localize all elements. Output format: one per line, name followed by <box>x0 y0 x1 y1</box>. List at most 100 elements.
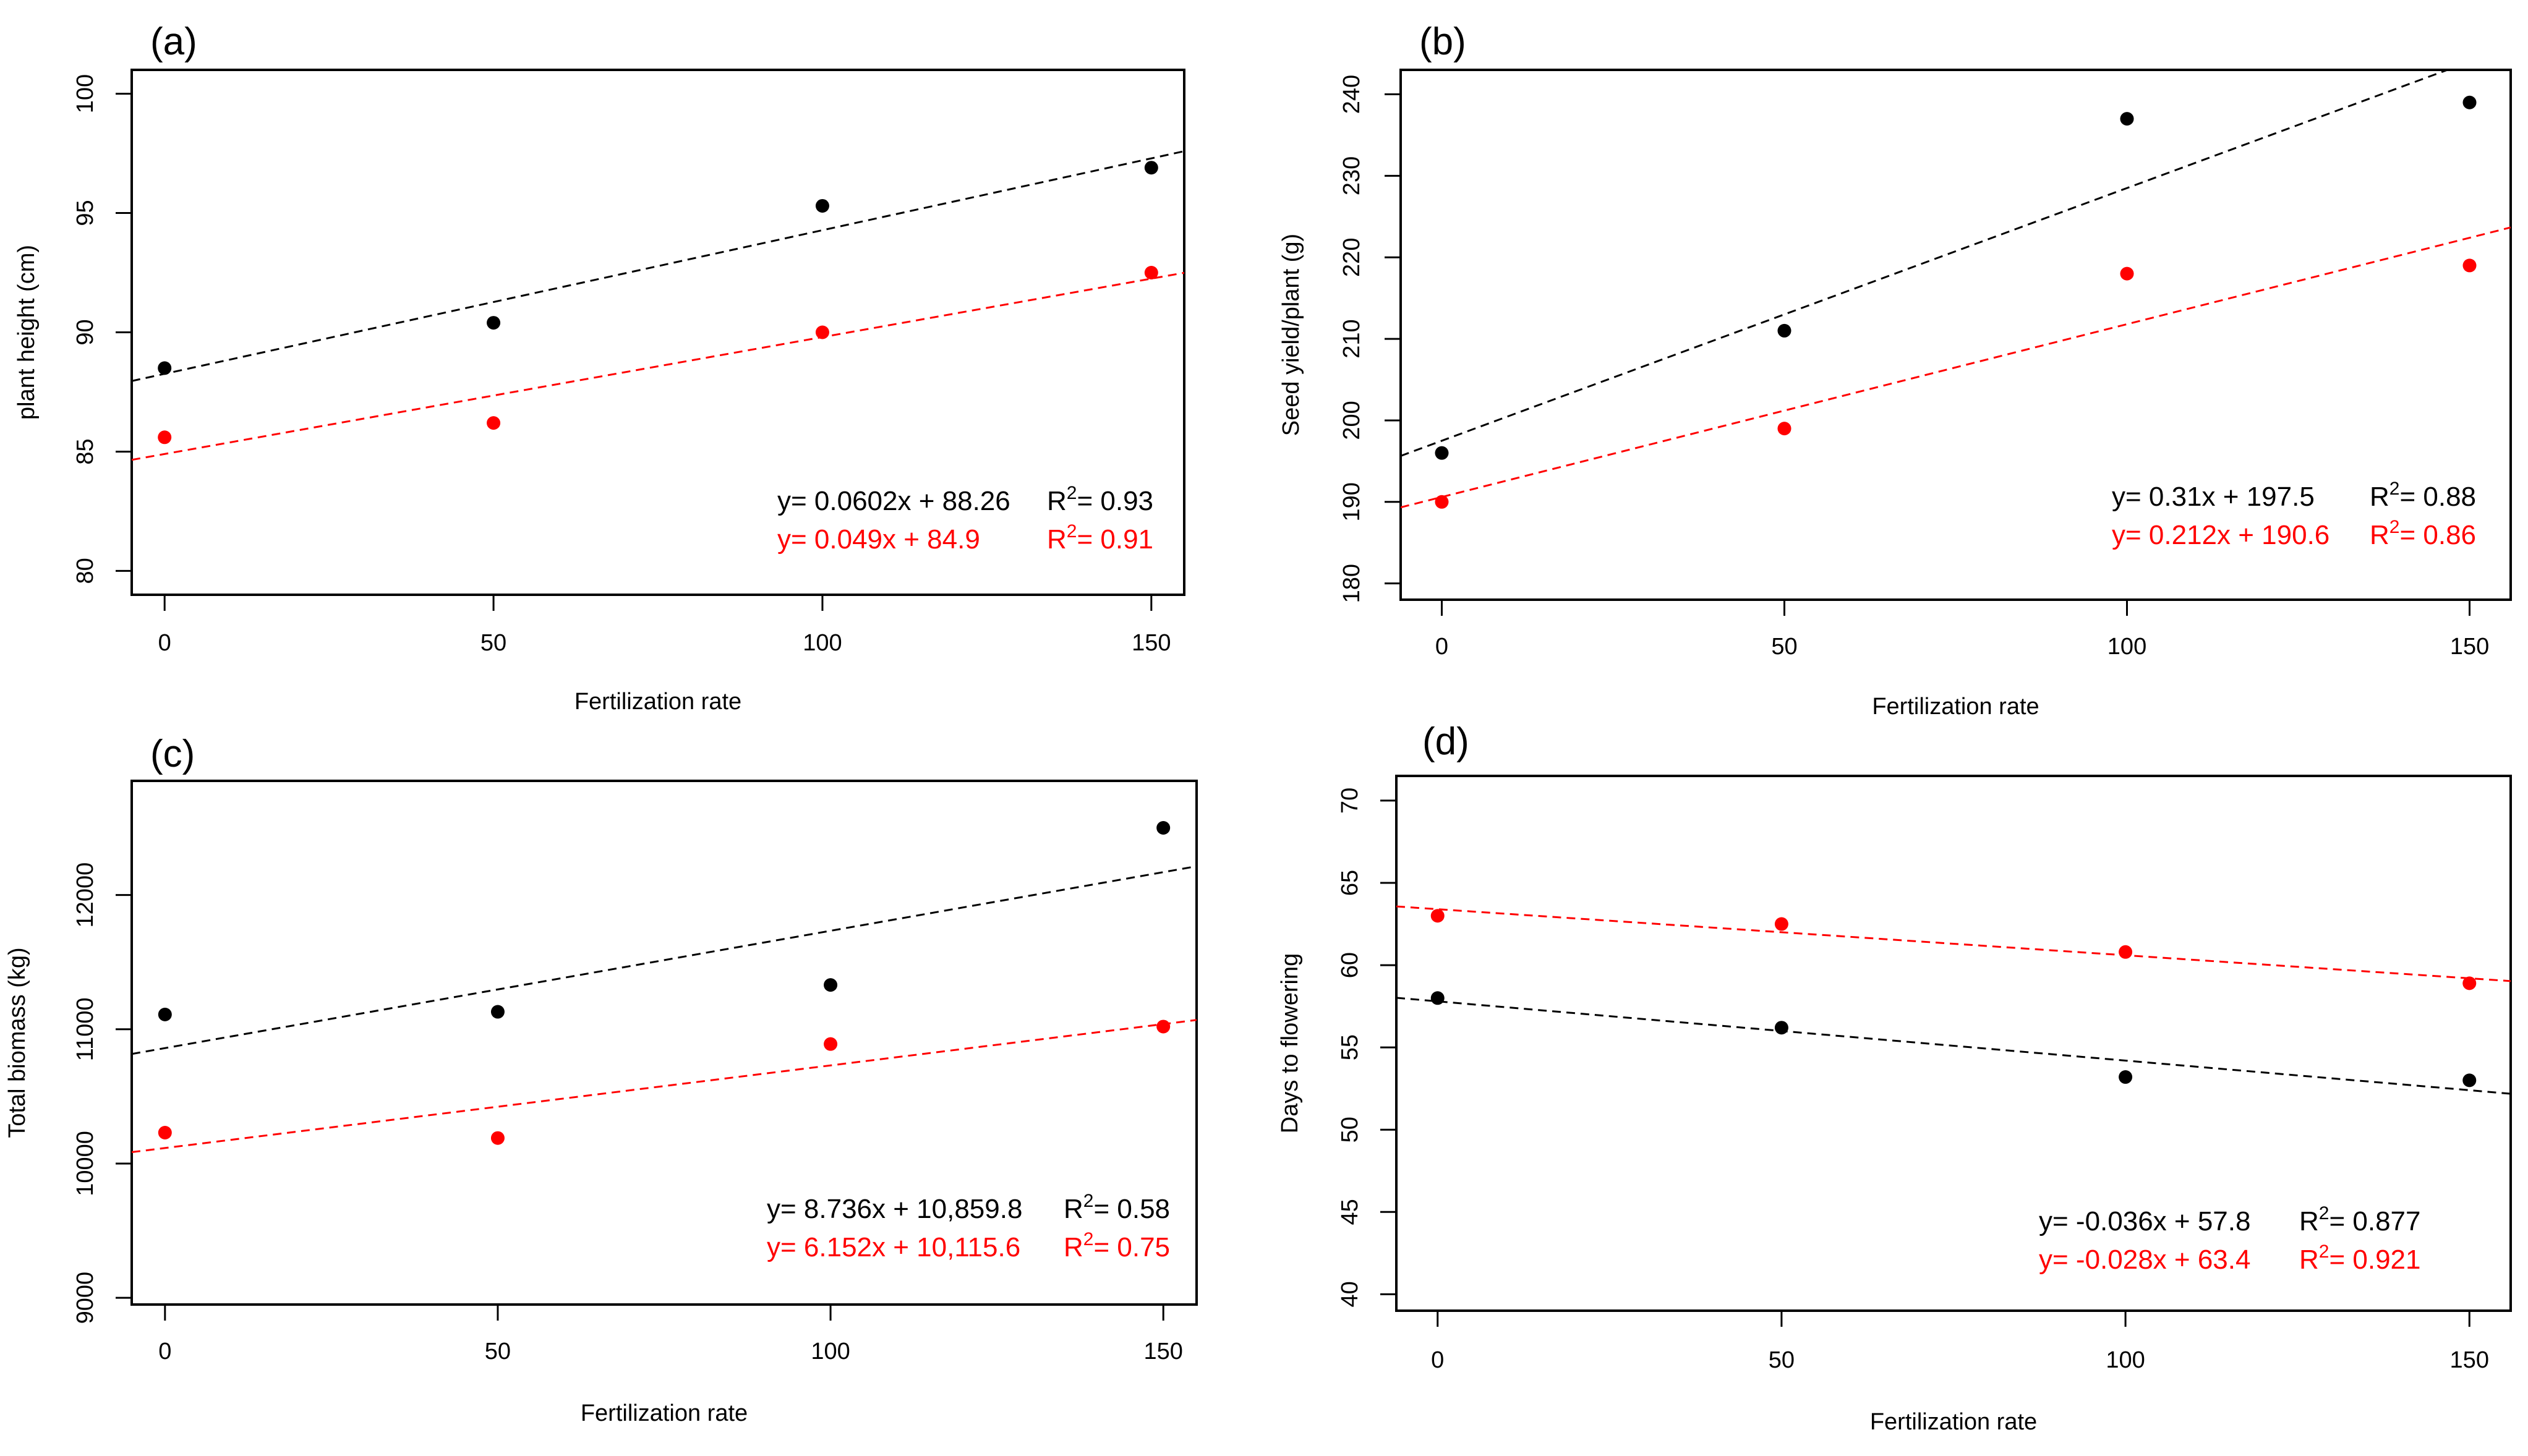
y-tick-label: 50 <box>1337 1117 1363 1143</box>
x-tick-label: 50 <box>1769 1347 1795 1373</box>
equation-label: y= -0.036x + 57.8 <box>2039 1206 2250 1237</box>
y-tick-label: 210 <box>1339 319 1365 358</box>
y-tick-label: 95 <box>72 200 98 226</box>
data-point <box>1144 266 1158 280</box>
y-tick-label: 12000 <box>72 862 98 928</box>
chart-panel-4: (d) 0 50 100 150 40 45 50 55 60 65 70 Fertilization … <box>1277 720 2512 1435</box>
data-point <box>2120 112 2134 126</box>
regression-line <box>1396 905 2511 982</box>
y-axis-label: Days to flowering <box>1277 953 1303 1133</box>
equation-label: y= 0.31x + 197.5 <box>2112 482 2315 512</box>
y-tick-label: 190 <box>1339 482 1365 521</box>
x-axis-label: Fertilization rate <box>1872 694 2039 720</box>
chart-panel-2: (b) 0 50 100 150 180 190 200 210 220 230 240 Fertili… <box>1278 20 2512 720</box>
panel-label: (c) <box>150 733 195 775</box>
regression-line <box>132 865 1197 1055</box>
data-point <box>158 1126 172 1140</box>
equation-label: y= -0.028x + 63.4 <box>2039 1245 2250 1275</box>
y-tick-label: 11000 <box>72 997 98 1061</box>
x-tick-label: 150 <box>2450 1347 2489 1373</box>
r-squared-label: R2= 0.86 <box>2370 517 2476 550</box>
x-tick-label: 150 <box>1132 630 1171 656</box>
r-squared-label: R2= 0.75 <box>1064 1229 1170 1262</box>
data-point <box>490 1005 505 1019</box>
r-squared-label: R2= 0.877 <box>2299 1203 2421 1237</box>
x-tick-label: 50 <box>1771 634 1797 660</box>
data-point <box>487 316 501 330</box>
regression-line <box>132 271 1184 461</box>
data-point <box>1430 991 1445 1005</box>
y-tick-label: 55 <box>1337 1034 1363 1060</box>
equation-label: y= 0.0602x + 88.26 <box>777 486 1010 516</box>
y-tick-label: 220 <box>1339 238 1365 277</box>
data-point <box>1777 422 1791 436</box>
equation-label: y= 0.212x + 190.6 <box>2112 520 2329 550</box>
equation-label: y= 8.736x + 10,859.8 <box>767 1194 1022 1224</box>
data-point <box>1774 917 1788 931</box>
plot-frame <box>130 69 1185 596</box>
x-axis-label: Fertilization rate <box>574 689 741 715</box>
data-point <box>2119 945 2133 959</box>
equation-label: y= 0.049x + 84.9 <box>777 524 980 555</box>
plot-frame <box>1399 69 2512 601</box>
x-tick-label: 100 <box>811 1339 850 1364</box>
data-point <box>487 416 501 430</box>
regression-line <box>1401 70 2451 457</box>
data-point <box>158 1007 172 1021</box>
data-point <box>1156 1020 1171 1034</box>
y-tick-label: 100 <box>72 74 98 113</box>
y-tick-label: 10000 <box>72 1131 98 1196</box>
regression-line <box>132 150 1184 382</box>
x-tick-label: 50 <box>480 630 506 656</box>
x-tick-label: 0 <box>1435 634 1448 660</box>
data-point <box>1435 495 1449 509</box>
y-tick-label: 40 <box>1337 1281 1363 1307</box>
chart-panel-1: (a) 0 50 100 150 80 85 90 95 100 Fertilization rat… <box>14 20 1185 715</box>
y-tick-label: 65 <box>1337 870 1363 896</box>
data-point <box>1774 1021 1788 1035</box>
x-tick-label: 0 <box>158 1339 171 1364</box>
data-point <box>815 325 829 339</box>
y-tick-label: 60 <box>1337 952 1363 978</box>
data-point <box>490 1131 505 1145</box>
data-point <box>1156 821 1171 835</box>
r-squared-label: R2= 0.93 <box>1047 483 1153 516</box>
y-tick-label: 70 <box>1337 788 1363 814</box>
x-tick-label: 100 <box>2106 1347 2145 1373</box>
data-point <box>2462 976 2477 990</box>
data-point <box>2119 1070 2133 1084</box>
y-axis-label: Total biomass (kg) <box>4 947 30 1138</box>
x-tick-label: 150 <box>1143 1339 1182 1364</box>
y-tick-label: 230 <box>1339 156 1365 195</box>
data-point <box>824 978 838 992</box>
x-tick-label: 0 <box>1431 1347 1444 1373</box>
data-point <box>158 361 172 375</box>
x-axis-label: Fertilization rate <box>581 1400 748 1426</box>
r-squared-label: R2= 0.88 <box>2370 479 2476 512</box>
panel-label: (d) <box>1422 720 1469 763</box>
y-tick-label: 240 <box>1339 75 1365 114</box>
data-point <box>158 430 172 445</box>
y-tick-label: 90 <box>72 319 98 345</box>
x-tick-label: 100 <box>803 630 842 656</box>
y-tick-label: 80 <box>72 558 98 584</box>
data-point <box>2120 266 2134 281</box>
data-point <box>2462 258 2477 273</box>
y-tick-label: 85 <box>72 438 98 464</box>
data-point <box>824 1037 838 1051</box>
data-point <box>1777 323 1791 338</box>
data-point <box>2462 95 2477 109</box>
r-squared-label: R2= 0.58 <box>1064 1191 1170 1224</box>
chart-panel-3: (c) 0 50 100 150 9000 10000 11000 12000 Fertiliza… <box>4 733 1198 1426</box>
regression-line <box>1401 226 2511 509</box>
y-tick-label: 200 <box>1339 401 1365 440</box>
regression-line <box>1396 997 2511 1095</box>
y-tick-label: 9000 <box>72 1272 98 1324</box>
data-point <box>1435 446 1449 460</box>
y-tick-label: 45 <box>1337 1199 1363 1225</box>
x-tick-label: 150 <box>2450 634 2489 660</box>
plot-frame <box>1395 775 2512 1312</box>
x-tick-label: 100 <box>2107 634 2146 660</box>
data-point <box>1430 909 1445 923</box>
